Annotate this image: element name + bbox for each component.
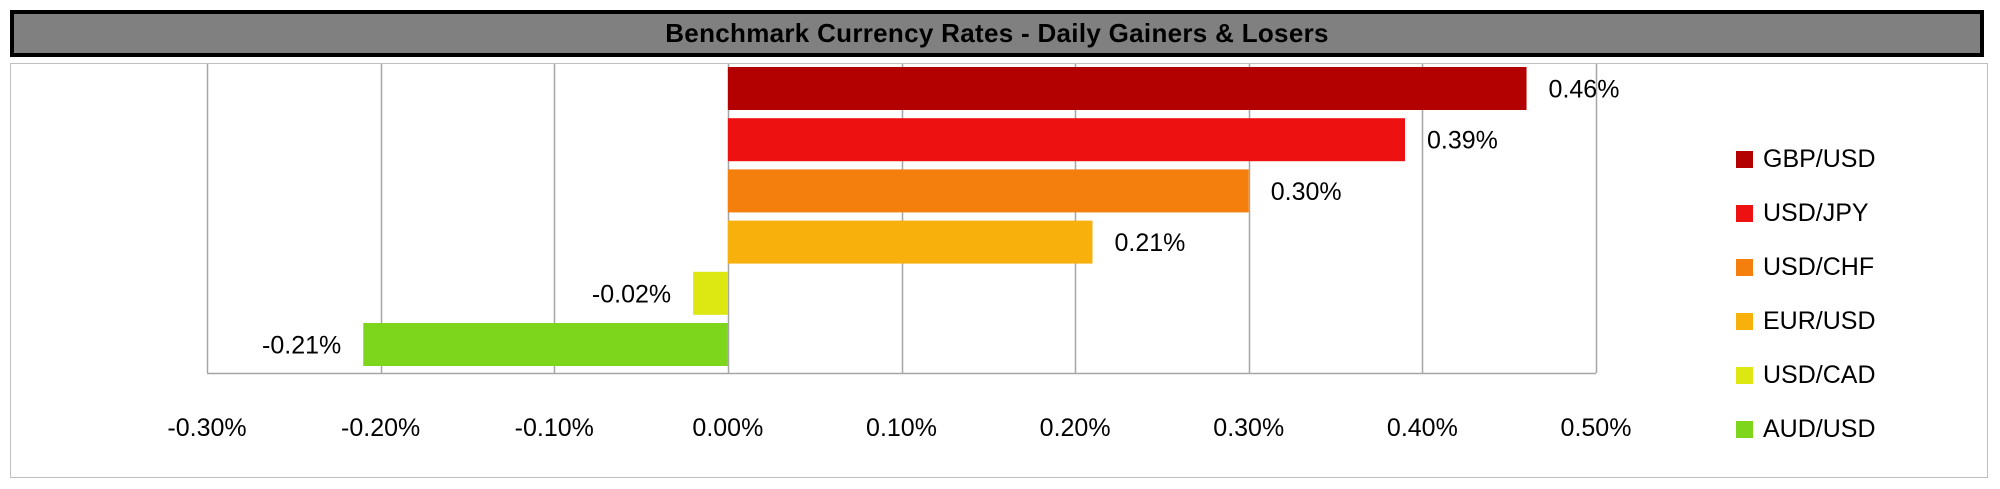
chart-title: Benchmark Currency Rates - Daily Gainers… [665, 18, 1329, 48]
x-tick-label: 0.00% [692, 414, 763, 442]
data-label: 0.21% [1114, 229, 1185, 257]
legend-swatch [1736, 204, 1753, 222]
x-tick-label: 0.40% [1387, 414, 1458, 442]
legend-item: GBP/USD [1736, 144, 1876, 174]
x-tick-label: 0.20% [1040, 414, 1111, 442]
data-label: 0.39% [1427, 127, 1498, 155]
data-label: -0.21% [262, 332, 341, 360]
legend-label: GBP/USD [1763, 144, 1876, 173]
x-tick-label: -0.30% [167, 414, 246, 442]
bar-chart: -0.30% -0.20% -0.10% 0.00% 0.10% 0.20% 0.30% 0.… [167, 64, 1632, 442]
chart-area: -0.30% -0.20% -0.10% 0.00% 0.10% 0.20% 0.30% 0.… [10, 63, 1988, 478]
x-tick-label: 0.30% [1213, 414, 1284, 442]
legend-item: AUD/USD [1736, 414, 1876, 444]
bar-eur-usd [727, 220, 1093, 264]
bar-gbp-usd [727, 67, 1527, 110]
data-label: 0.46% [1549, 76, 1620, 104]
data-label: 0.30% [1271, 178, 1342, 206]
legend-swatch [1736, 366, 1753, 384]
legend-swatch [1736, 258, 1753, 276]
legend-label: USD/JPY [1763, 198, 1869, 227]
bar-aud-usd [363, 323, 728, 366]
legend-swatch [1736, 150, 1753, 168]
x-tick-label: 0.10% [866, 414, 937, 442]
x-tick-label: -0.20% [341, 414, 420, 442]
bar-usd-cad [693, 271, 728, 315]
legend-label: USD/CHF [1763, 252, 1875, 281]
legend-item: EUR/USD [1736, 306, 1876, 336]
bar-usd-jpy [727, 118, 1406, 162]
x-tick-label: 0.50% [1561, 414, 1632, 442]
legend-label: EUR/USD [1763, 306, 1876, 335]
legend-swatch [1736, 420, 1753, 438]
legend-item: USD/JPY [1736, 198, 1869, 228]
legend-label: AUD/USD [1763, 414, 1876, 443]
chart-frame: Benchmark Currency Rates - Daily Gainers… [10, 10, 1990, 478]
data-label: -0.02% [592, 280, 671, 308]
x-tick-label: -0.10% [515, 414, 594, 442]
bar-usd-chf [727, 169, 1249, 213]
legend-item: USD/CAD [1736, 360, 1876, 390]
legend-swatch [1736, 312, 1753, 330]
chart-title-bar: Benchmark Currency Rates - Daily Gainers… [10, 10, 1984, 57]
legend-item: USD/CHF [1736, 252, 1874, 282]
legend-label: USD/CAD [1763, 360, 1876, 389]
